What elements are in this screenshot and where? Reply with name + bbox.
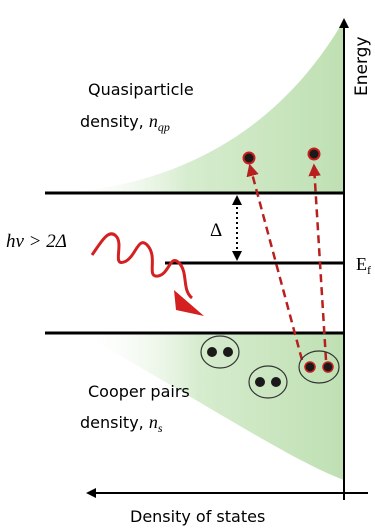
quasiparticle [307,147,321,161]
cooper-pair [200,335,240,369]
cooper-label-line1: Cooper pairs [88,382,190,401]
cooper-pair-broken [298,350,340,384]
gap-label: Δ [210,220,222,241]
quasiparticle [242,151,256,165]
excitation-arrow-left [246,163,304,361]
quasiparticle-label-line2: density, nqp [80,111,170,134]
dos-axis-label: Density of states [130,507,265,526]
quasiparticle-label-line1: Quasiparticle [88,80,194,99]
energy-axis-label: Energy [352,36,372,96]
photon-arrowhead [174,290,204,316]
excitation-arrow-right [308,163,328,361]
photon-wave [90,232,194,300]
fermi-level-label: Ef [356,254,371,277]
cooper-pair [248,365,288,399]
cooper-pair-dos-region [80,333,344,480]
cooper-label-line2: density, ns [80,412,163,435]
quasiparticle-dos-region [60,20,344,193]
photon-condition-label: hν > 2Δ [6,231,67,252]
